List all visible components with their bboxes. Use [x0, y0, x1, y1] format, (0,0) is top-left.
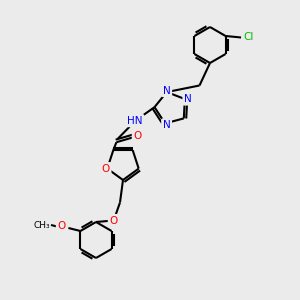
Text: N: N	[163, 120, 170, 130]
Text: Cl: Cl	[243, 32, 253, 43]
Text: CH₃: CH₃	[33, 220, 50, 230]
Text: O: O	[57, 220, 66, 231]
Text: O: O	[109, 215, 118, 226]
Text: O: O	[102, 164, 110, 174]
Text: N: N	[163, 85, 171, 96]
Text: N: N	[184, 94, 192, 104]
Text: HN: HN	[127, 116, 143, 126]
Text: O: O	[133, 130, 142, 141]
